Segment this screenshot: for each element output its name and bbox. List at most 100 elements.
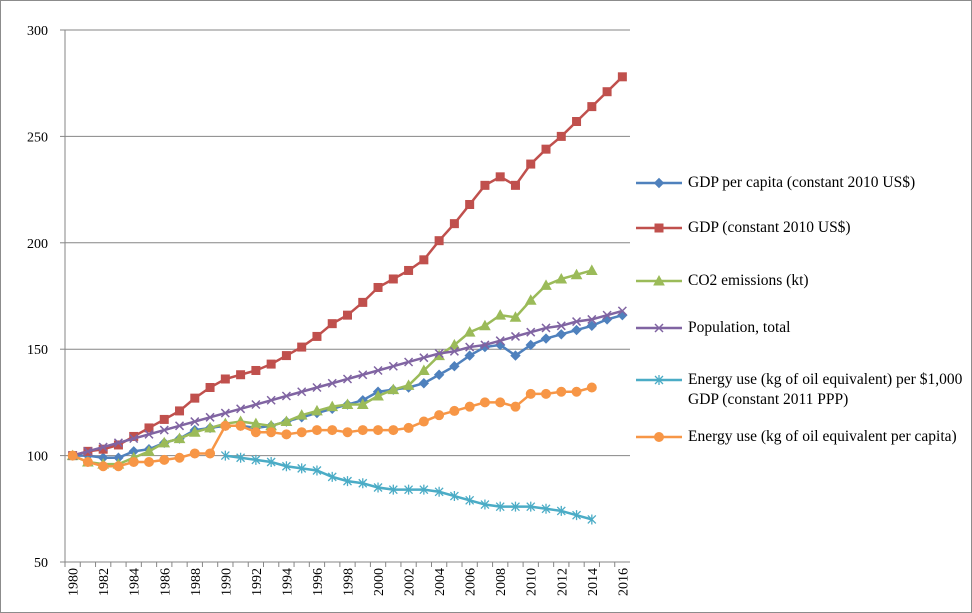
legend-label: Energy use (kg of oil equivalent per cap… (688, 428, 957, 445)
marker (419, 353, 429, 363)
x-tick-label: 2016 (616, 568, 631, 596)
marker (67, 450, 78, 461)
x-tick-label: 2002 (403, 568, 418, 596)
legend-marker (653, 177, 665, 189)
marker (387, 383, 400, 395)
marker (358, 370, 368, 380)
x-tick-label: 2008 (494, 568, 509, 596)
marker (128, 456, 139, 467)
marker (204, 421, 216, 433)
marker (388, 274, 398, 284)
marker (510, 350, 521, 361)
marker (159, 454, 170, 465)
marker (295, 409, 308, 420)
marker (495, 397, 506, 408)
marker (510, 180, 520, 190)
marker (572, 317, 582, 327)
marker (373, 365, 383, 376)
marker (236, 370, 246, 380)
x-tick-label: 2012 (555, 568, 570, 596)
marker (541, 503, 551, 514)
marker (327, 471, 337, 482)
marker (526, 159, 536, 169)
marker (357, 425, 368, 436)
marker (280, 415, 293, 427)
marker (541, 323, 551, 333)
marker (448, 338, 461, 350)
x-tick-label: 2000 (372, 568, 387, 596)
marker (220, 420, 231, 431)
marker (251, 454, 261, 465)
marker (144, 429, 154, 439)
marker (266, 395, 276, 405)
marker (464, 350, 475, 361)
marker (358, 478, 368, 489)
marker (617, 306, 627, 316)
x-tick-label: 1986 (158, 568, 173, 596)
marker (373, 282, 383, 292)
marker (449, 219, 459, 229)
marker (541, 388, 552, 399)
marker (266, 359, 276, 369)
marker (419, 255, 429, 265)
marker (494, 309, 507, 320)
marker (373, 425, 384, 436)
marker (174, 452, 185, 463)
marker (343, 310, 352, 320)
x-tick-label: 1992 (250, 568, 265, 596)
marker (480, 499, 490, 510)
x-tick-label: 1990 (219, 568, 234, 596)
marker (495, 336, 505, 346)
marker (449, 405, 460, 416)
marker (143, 456, 154, 467)
marker (587, 102, 597, 112)
marker (404, 484, 414, 495)
marker (449, 491, 459, 502)
legend-marker (654, 432, 664, 442)
marker (236, 404, 246, 414)
marker (525, 388, 536, 399)
marker (556, 505, 566, 516)
marker (312, 382, 322, 393)
marker (602, 310, 612, 320)
marker (143, 445, 155, 456)
marker (556, 321, 566, 331)
marker (572, 510, 582, 521)
marker (509, 311, 522, 322)
marker (540, 279, 552, 290)
marker (356, 398, 369, 410)
marker (327, 378, 337, 388)
marker (510, 331, 521, 341)
marker (418, 416, 429, 427)
legend-label: GDP (constant 2010 US$) (688, 219, 851, 236)
marker (572, 117, 582, 127)
marker (98, 442, 108, 452)
marker (311, 425, 322, 436)
legend-label: Energy use (kg of oil equivalent) per $1… (688, 371, 963, 408)
marker (465, 342, 475, 352)
x-tick-label: 1998 (342, 568, 357, 596)
marker (433, 369, 445, 380)
marker (342, 427, 353, 438)
marker (205, 448, 216, 459)
marker (388, 484, 398, 495)
marker (586, 382, 597, 393)
marker (526, 501, 536, 512)
y-tick-label: 100 (27, 450, 48, 465)
marker (281, 461, 291, 472)
x-tick-label: 1980 (67, 568, 82, 596)
marker (495, 172, 505, 182)
marker (480, 180, 490, 190)
marker (220, 374, 230, 384)
y-tick-label: 300 (27, 24, 48, 39)
marker (327, 425, 338, 436)
marker (312, 465, 322, 476)
marker (479, 319, 491, 331)
marker (373, 482, 383, 493)
marker (188, 426, 201, 437)
marker (465, 495, 475, 506)
marker (297, 342, 307, 352)
